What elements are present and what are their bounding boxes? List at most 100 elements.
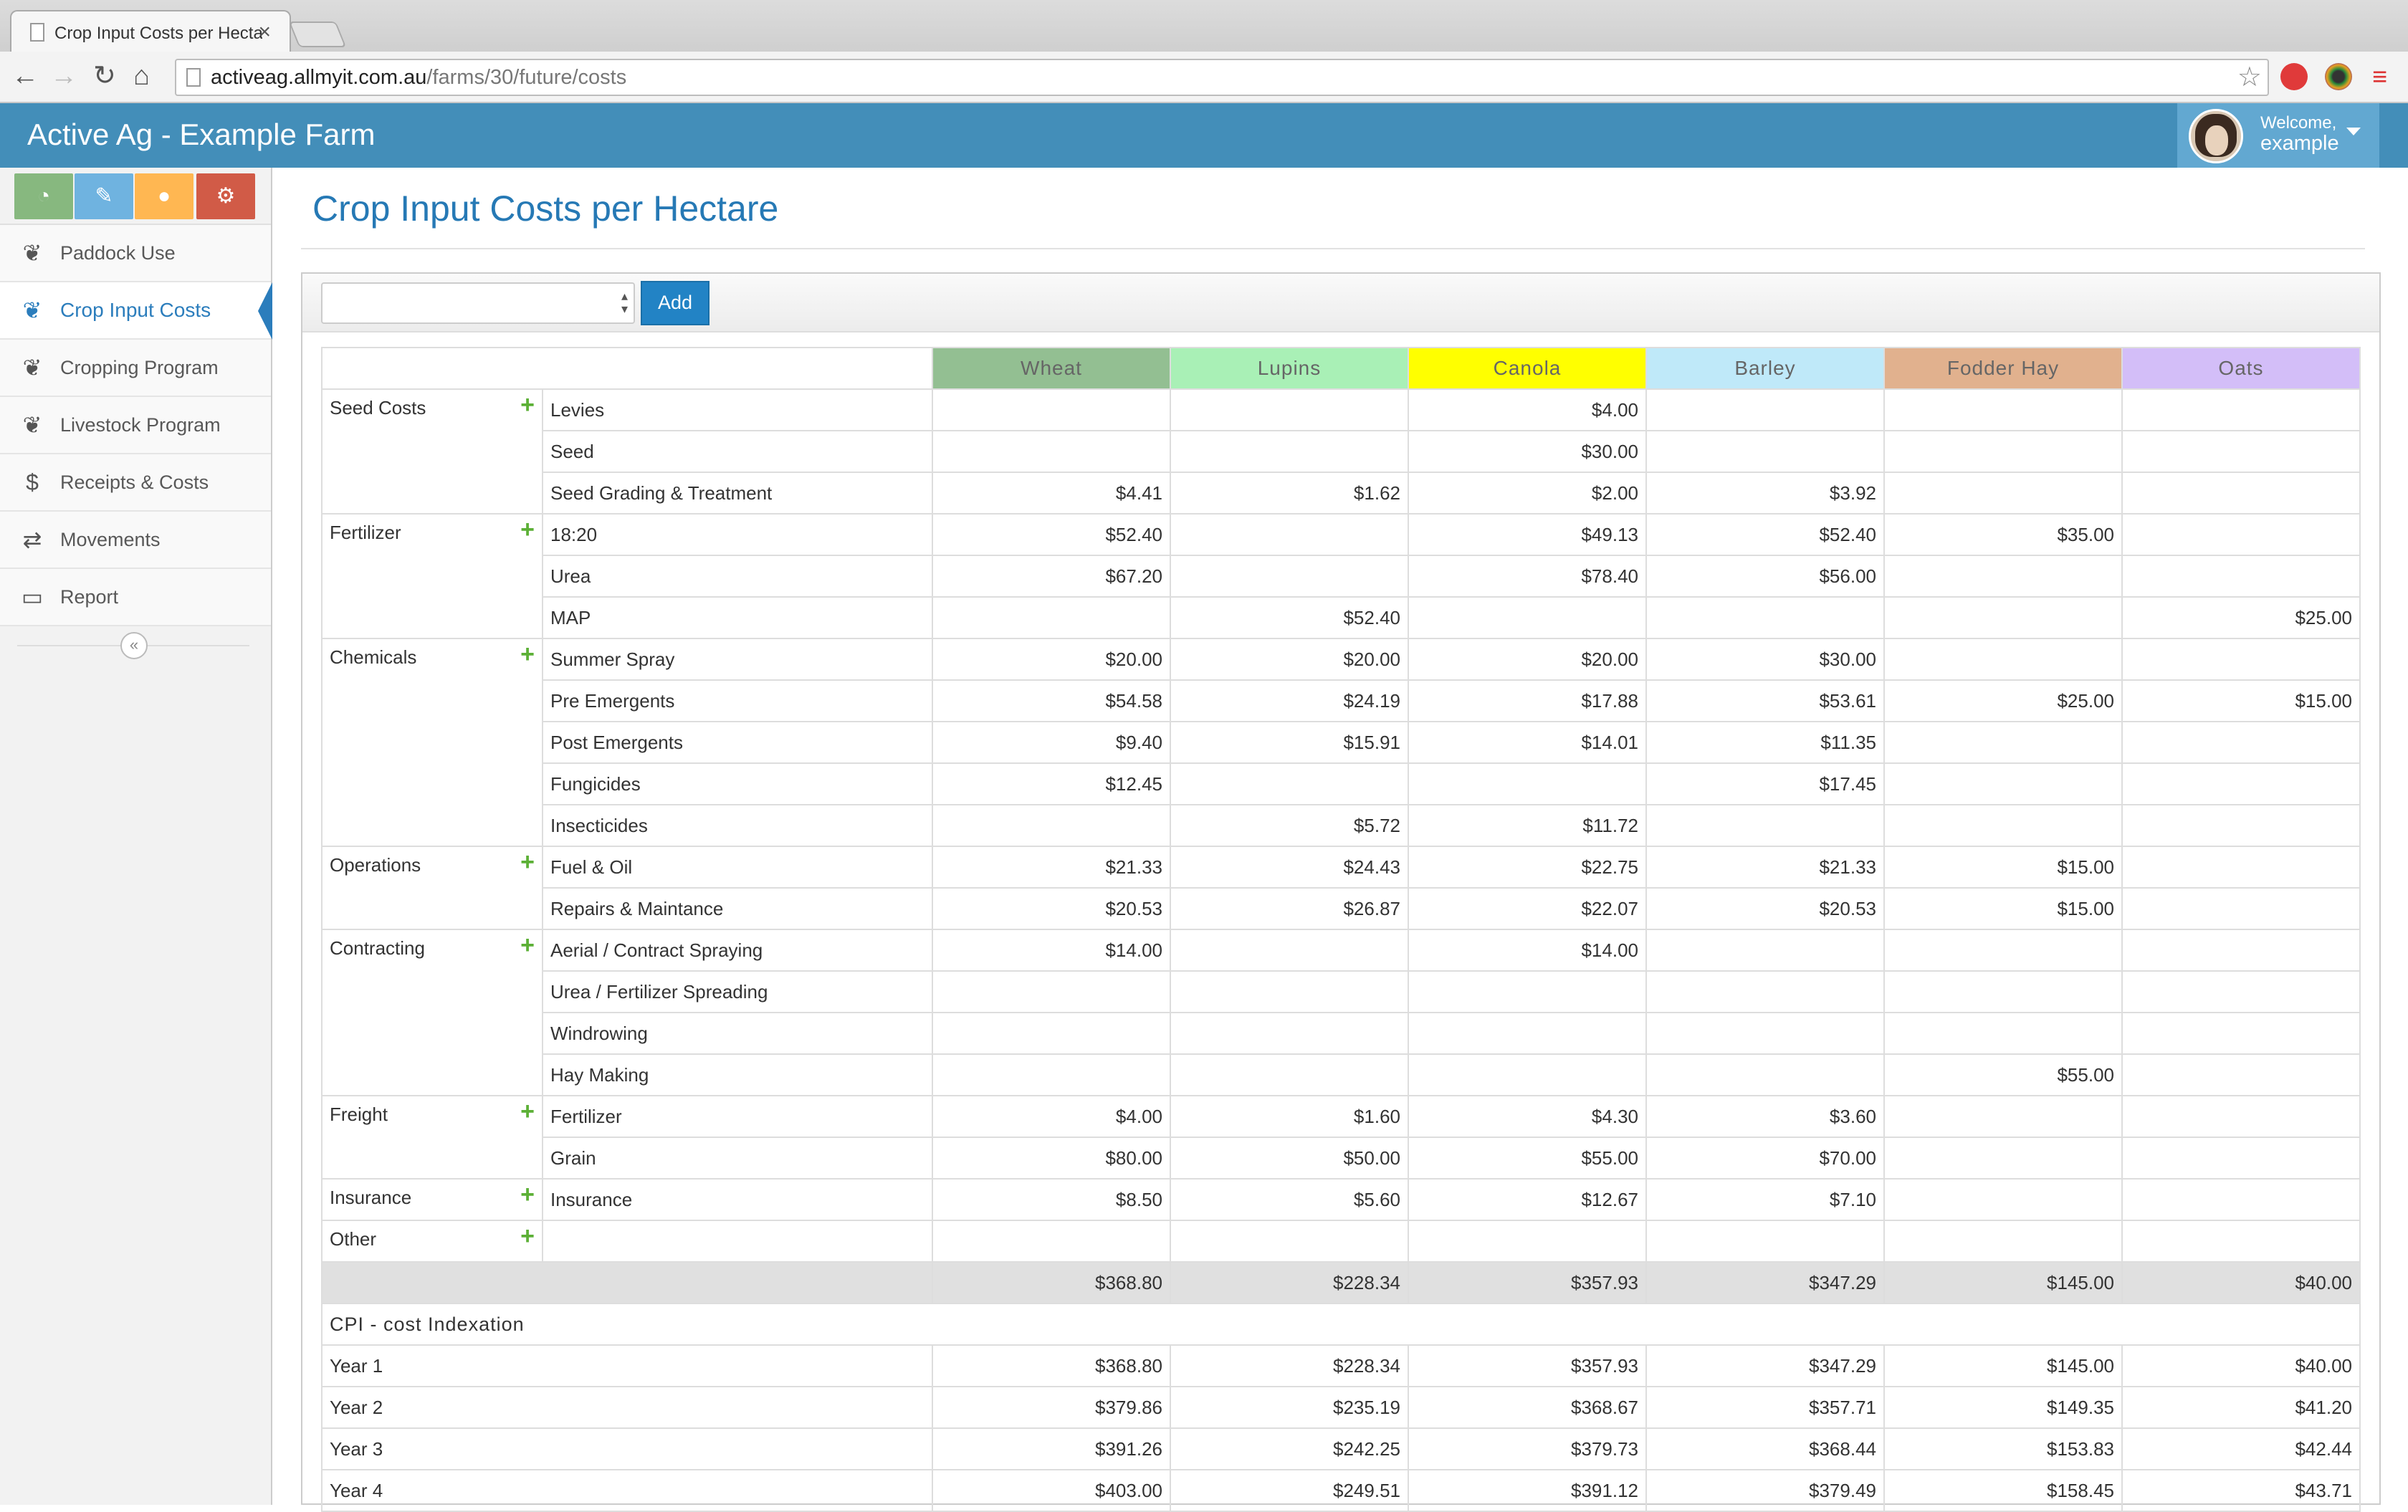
cost-value-cell[interactable] xyxy=(1408,1012,1647,1055)
home-icon[interactable]: ⌂ xyxy=(133,61,150,91)
cost-value-cell[interactable] xyxy=(1170,1220,1409,1263)
cost-value-cell[interactable]: $7.10 xyxy=(1645,1178,1885,1221)
cost-value-cell[interactable] xyxy=(1883,472,2123,515)
bookmark-star-icon[interactable]: ☆ xyxy=(2237,62,2262,92)
cost-value-cell[interactable]: $15.91 xyxy=(1170,721,1409,764)
reload-icon[interactable]: ↻ xyxy=(93,61,116,91)
add-item-plus-icon[interactable]: + xyxy=(520,1222,535,1250)
cost-value-cell[interactable] xyxy=(2121,638,2361,681)
cost-value-cell[interactable]: $20.53 xyxy=(932,887,1171,930)
cost-value-cell[interactable]: $17.45 xyxy=(1645,762,1885,805)
cost-value-cell[interactable] xyxy=(1645,1053,1885,1096)
cost-value-cell[interactable]: $17.88 xyxy=(1408,679,1647,722)
cost-value-cell[interactable] xyxy=(1883,1095,2123,1138)
cost-value-cell[interactable] xyxy=(1645,929,1885,972)
cost-value-cell[interactable]: $52.40 xyxy=(1170,596,1409,639)
user-shortcut-button[interactable]: ● xyxy=(135,173,194,219)
cost-value-cell[interactable] xyxy=(932,970,1171,1013)
cost-value-cell[interactable] xyxy=(1883,721,2123,764)
cost-value-cell[interactable]: $70.00 xyxy=(1645,1137,1885,1180)
cost-value-cell[interactable]: $52.40 xyxy=(1645,513,1885,556)
cost-value-cell[interactable]: $3.60 xyxy=(1645,1095,1885,1138)
cost-value-cell[interactable] xyxy=(2121,1053,2361,1096)
cost-value-cell[interactable]: $4.00 xyxy=(1408,388,1647,431)
sidebar-item-report[interactable]: ▭ Report xyxy=(0,569,271,626)
settings-shortcut-button[interactable]: ⚙ xyxy=(196,173,255,219)
cost-value-cell[interactable] xyxy=(932,596,1171,639)
cost-value-cell[interactable] xyxy=(1883,970,2123,1013)
cost-value-cell[interactable] xyxy=(1645,1220,1885,1263)
cost-value-cell[interactable] xyxy=(1645,970,1885,1013)
new-tab-button[interactable] xyxy=(288,21,347,47)
cost-value-cell[interactable]: $24.43 xyxy=(1170,846,1409,889)
cost-value-cell[interactable]: $22.07 xyxy=(1408,887,1647,930)
cost-value-cell[interactable]: $21.33 xyxy=(932,846,1171,889)
cost-value-cell[interactable]: $54.58 xyxy=(932,679,1171,722)
sidebar-item-paddock-use[interactable]: ❦ Paddock Use xyxy=(0,225,271,282)
cost-value-cell[interactable] xyxy=(1170,513,1409,556)
cost-value-cell[interactable] xyxy=(932,804,1171,847)
cost-value-cell[interactable] xyxy=(2121,887,2361,930)
cost-value-cell[interactable]: $20.00 xyxy=(932,638,1171,681)
cost-value-cell[interactable]: $15.00 xyxy=(1883,887,2123,930)
cost-value-cell[interactable] xyxy=(1408,970,1647,1013)
cost-value-cell[interactable]: $4.30 xyxy=(1408,1095,1647,1138)
cost-value-cell[interactable]: $11.72 xyxy=(1408,804,1647,847)
cost-value-cell[interactable] xyxy=(1883,1012,2123,1055)
cost-value-cell[interactable] xyxy=(1170,929,1409,972)
cost-value-cell[interactable] xyxy=(1883,762,2123,805)
browser-tab[interactable]: Crop Input Costs per Hecta × xyxy=(10,10,291,53)
cost-value-cell[interactable] xyxy=(1883,1137,2123,1180)
add-item-plus-icon[interactable]: + xyxy=(520,641,535,668)
cost-value-cell[interactable]: $20.53 xyxy=(1645,887,1885,930)
cost-value-cell[interactable]: $3.92 xyxy=(1645,472,1885,515)
cost-value-cell[interactable] xyxy=(1883,596,2123,639)
cost-value-cell[interactable]: $11.35 xyxy=(1645,721,1885,764)
cost-value-cell[interactable] xyxy=(1170,970,1409,1013)
cost-value-cell[interactable]: $78.40 xyxy=(1408,555,1647,598)
cost-value-cell[interactable] xyxy=(2121,1220,2361,1263)
cost-value-cell[interactable]: $26.87 xyxy=(1170,887,1409,930)
cost-value-cell[interactable] xyxy=(2121,472,2361,515)
cost-value-cell[interactable]: $4.41 xyxy=(932,472,1171,515)
dashboard-shortcut-button[interactable]: ◔ xyxy=(14,173,73,219)
sidebar-item-movements[interactable]: ⇄ Movements xyxy=(0,512,271,569)
cost-value-cell[interactable]: $25.00 xyxy=(2121,596,2361,639)
cost-value-cell[interactable]: $55.00 xyxy=(1408,1137,1647,1180)
cost-value-cell[interactable]: $5.72 xyxy=(1170,804,1409,847)
add-item-plus-icon[interactable]: + xyxy=(520,1098,535,1125)
cost-value-cell[interactable]: $22.75 xyxy=(1408,846,1647,889)
cost-value-cell[interactable]: $15.00 xyxy=(2121,679,2361,722)
cost-value-cell[interactable]: $24.19 xyxy=(1170,679,1409,722)
cost-value-cell[interactable] xyxy=(932,430,1171,473)
cost-value-cell[interactable]: $5.60 xyxy=(1170,1178,1409,1221)
cost-value-cell[interactable]: $8.50 xyxy=(932,1178,1171,1221)
browser-menu-icon[interactable]: ≡ xyxy=(2372,62,2388,91)
cost-value-cell[interactable]: $12.45 xyxy=(932,762,1171,805)
cost-value-cell[interactable]: $56.00 xyxy=(1645,555,1885,598)
extension-color-icon[interactable] xyxy=(2325,63,2352,90)
add-item-plus-icon[interactable]: + xyxy=(520,932,535,959)
cost-value-cell[interactable]: $4.00 xyxy=(932,1095,1171,1138)
cost-value-cell[interactable] xyxy=(2121,846,2361,889)
back-icon[interactable]: ← xyxy=(11,61,39,91)
cost-value-cell[interactable]: $25.00 xyxy=(1883,679,2123,722)
sidebar-item-cropping-program[interactable]: ❦ Cropping Program xyxy=(0,340,271,397)
cost-value-cell[interactable] xyxy=(1883,929,2123,972)
cost-value-cell[interactable] xyxy=(1170,1012,1409,1055)
cost-value-cell[interactable]: $1.60 xyxy=(1170,1095,1409,1138)
cost-value-cell[interactable] xyxy=(1883,1220,2123,1263)
cost-value-cell[interactable] xyxy=(2121,1095,2361,1138)
cost-value-cell[interactable] xyxy=(1645,388,1885,431)
cost-value-cell[interactable]: $20.00 xyxy=(1408,638,1647,681)
cost-value-cell[interactable] xyxy=(2121,388,2361,431)
cost-value-cell[interactable] xyxy=(2121,555,2361,598)
address-bar[interactable]: activeag.allmyit.com.au/farms/30/future/… xyxy=(175,59,2269,96)
cost-value-cell[interactable] xyxy=(2121,762,2361,805)
cost-value-cell[interactable]: $20.00 xyxy=(1170,638,1409,681)
cost-value-cell[interactable]: $35.00 xyxy=(1883,513,2123,556)
cost-value-cell[interactable] xyxy=(1170,430,1409,473)
cost-value-cell[interactable] xyxy=(2121,430,2361,473)
add-item-plus-icon[interactable]: + xyxy=(520,848,535,876)
cost-value-cell[interactable]: $2.00 xyxy=(1408,472,1647,515)
